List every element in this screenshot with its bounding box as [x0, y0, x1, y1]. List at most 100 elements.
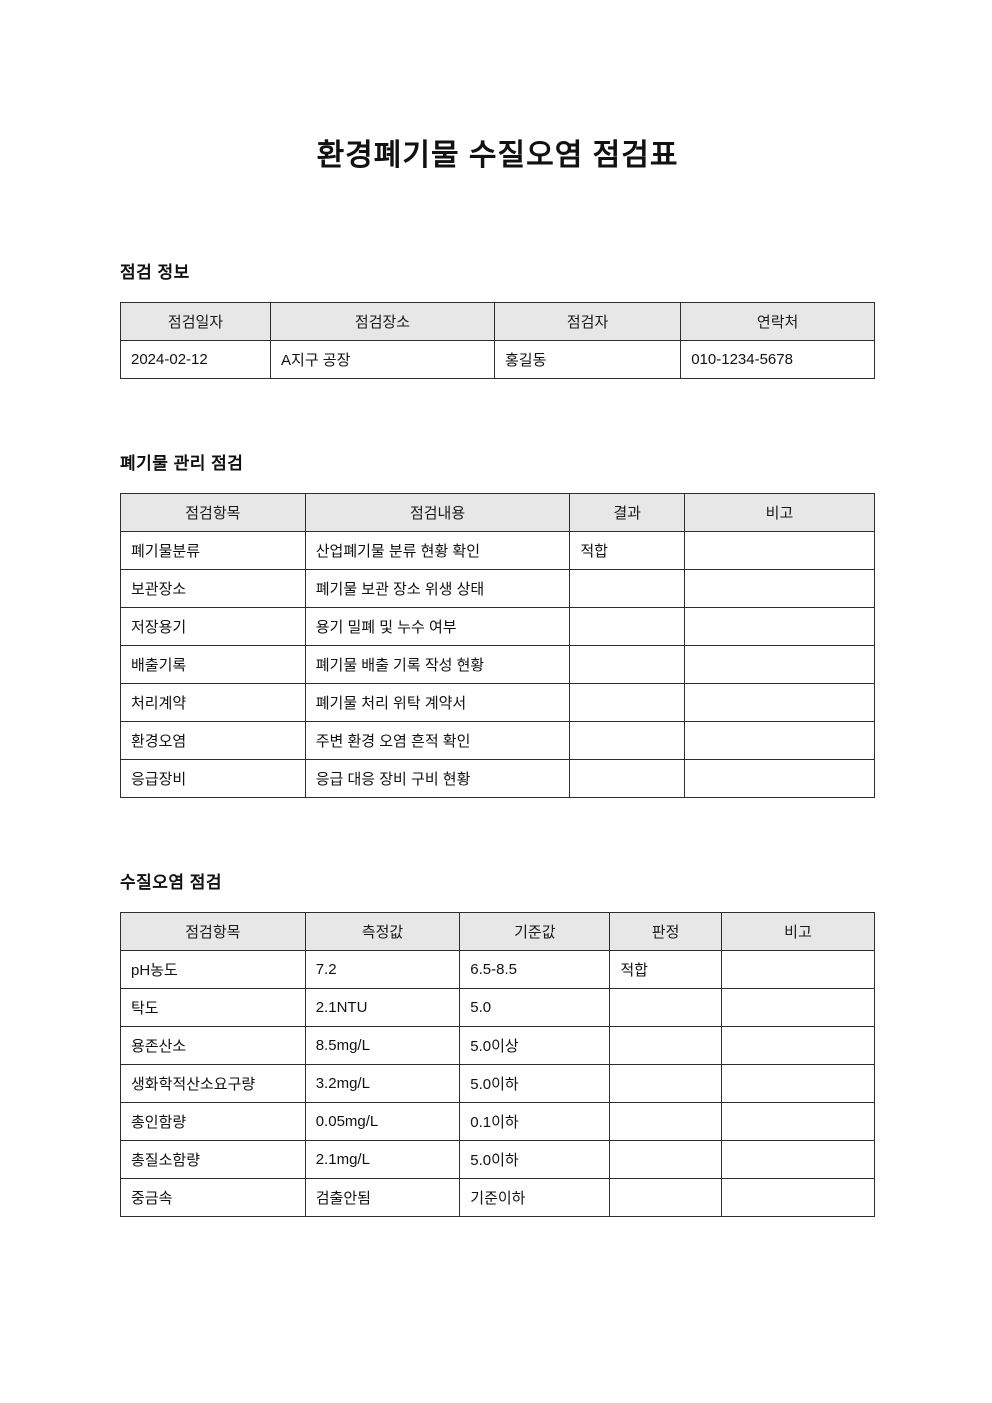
cell-item: 용존산소: [120, 1026, 306, 1065]
table-row: 용존산소 8.5mg/L 5.0이상: [120, 1026, 876, 1065]
column-header-detail: 점검내용: [304, 493, 571, 532]
cell-item: 저장용기: [120, 607, 306, 646]
cell-item: 응급장비: [120, 759, 306, 798]
cell-detail: 폐기물 처리 위탁 계약서: [304, 683, 571, 722]
cell-standard: 5.0이하: [459, 1064, 611, 1103]
waste-management-table: 점검항목 점검내용 결과 비고 폐기물분류 산업폐기물 분류 현황 확인 적합 …: [120, 493, 876, 798]
cell-item: 보관장소: [120, 569, 306, 608]
cell-note: [720, 988, 876, 1027]
inspection-info-table: 점검일자 점검장소 점검자 연락처 2024-02-12 A지구 공장 홍길동 …: [119, 302, 875, 379]
cell-note: [720, 1102, 876, 1141]
cell-item: 배출기록: [120, 645, 306, 684]
table-row: 생화학적산소요구량 3.2mg/L 5.0이하: [120, 1064, 876, 1103]
section-heading-waste-management: 폐기물 관리 점검: [120, 454, 244, 473]
section-heading-inspection-info: 점검 정보: [120, 263, 190, 282]
cell-measured: 0.05mg/L: [304, 1102, 461, 1141]
table-row: 폐기물분류 산업폐기물 분류 현황 확인 적합: [120, 531, 876, 570]
water-pollution-table: 점검항목 측정값 기준값 판정 비고 pH농도 7.2 6.5-8.5 적합 탁…: [120, 912, 876, 1217]
cell-measured: 2.1NTU: [304, 988, 461, 1027]
table-row: 응급장비 응급 대응 장비 구비 현황: [120, 759, 876, 798]
cell-contact-number: 010-1234-5678: [680, 340, 875, 379]
table-row: 중금속 검출안됨 기준이하: [120, 1178, 876, 1217]
cell-inspection-date: 2024-02-12: [119, 340, 272, 379]
cell-item: 처리계약: [120, 683, 306, 722]
cell-item: 총인함량: [120, 1102, 306, 1141]
cell-result: [569, 607, 685, 646]
cell-note: [683, 607, 876, 646]
cell-standard: 6.5-8.5: [459, 950, 611, 989]
cell-item: 생화학적산소요구량: [120, 1064, 306, 1103]
cell-judgement: [609, 988, 722, 1027]
cell-measured: 8.5mg/L: [304, 1026, 461, 1065]
table-row: 2024-02-12 A지구 공장 홍길동 010-1234-5678: [119, 340, 875, 379]
table-row: 배출기록 폐기물 배출 기록 작성 현황: [120, 645, 876, 684]
cell-detail: 폐기물 배출 기록 작성 현황: [304, 645, 571, 684]
cell-detail: 산업폐기물 분류 현황 확인: [304, 531, 571, 570]
cell-judgement: [609, 1140, 722, 1179]
cell-standard: 5.0이상: [459, 1026, 611, 1065]
cell-measured: 2.1mg/L: [304, 1140, 461, 1179]
table-row: 탁도 2.1NTU 5.0: [120, 988, 876, 1027]
cell-standard: 5.0이하: [459, 1140, 611, 1179]
cell-inspection-location: A지구 공장: [270, 340, 495, 379]
cell-result: [569, 721, 685, 760]
table-row: 처리계약 폐기물 처리 위탁 계약서: [120, 683, 876, 722]
cell-item: 총질소함량: [120, 1140, 306, 1179]
cell-judgement: [609, 1026, 722, 1065]
cell-detail: 주변 환경 오염 흔적 확인: [304, 721, 571, 760]
cell-result: [569, 683, 685, 722]
cell-standard: 0.1이하: [459, 1102, 611, 1141]
cell-note: [720, 1140, 876, 1179]
cell-note: [683, 531, 876, 570]
column-header-item: 점검항목: [120, 912, 306, 951]
cell-result: [569, 569, 685, 608]
table-row: pH농도 7.2 6.5-8.5 적합: [120, 950, 876, 989]
table-row: 저장용기 용기 밀폐 및 누수 여부: [120, 607, 876, 646]
cell-item: 폐기물분류: [120, 531, 306, 570]
document-title: 환경폐기물 수질오염 점검표: [316, 139, 679, 172]
section-heading-water-pollution: 수질오염 점검: [120, 873, 223, 892]
cell-measured: 7.2: [304, 950, 461, 989]
cell-standard: 5.0: [459, 988, 611, 1027]
cell-note: [683, 721, 876, 760]
cell-measured: 3.2mg/L: [304, 1064, 461, 1103]
cell-result: [569, 759, 685, 798]
cell-item: pH농도: [120, 950, 306, 989]
cell-note: [683, 569, 876, 608]
cell-note: [720, 1178, 876, 1217]
cell-measured: 검출안됨: [304, 1178, 461, 1217]
column-header-measured: 측정값: [304, 912, 461, 951]
cell-detail: 폐기물 보관 장소 위생 상태: [304, 569, 571, 608]
cell-note: [683, 759, 876, 798]
cell-judgement: [609, 1064, 722, 1103]
column-header-contact: 연락처: [680, 302, 875, 341]
cell-note: [720, 1064, 876, 1103]
document-content: 환경폐기물 수질오염 점검표 점검 정보 점검일자 점검장소 점검자 연락처 2…: [119, 0, 876, 1217]
cell-judgement: [609, 1102, 722, 1141]
table-header-row: 점검항목 측정값 기준값 판정 비고: [120, 912, 876, 951]
cell-detail: 용기 밀폐 및 누수 여부: [304, 607, 571, 646]
column-header-result: 결과: [569, 493, 685, 532]
cell-result: 적합: [569, 531, 685, 570]
cell-note: [683, 683, 876, 722]
column-header-note: 비고: [683, 493, 876, 532]
column-header-standard: 기준값: [459, 912, 611, 951]
column-header-date: 점검일자: [119, 302, 272, 341]
table-header-row: 점검항목 점검내용 결과 비고: [120, 493, 876, 532]
cell-note: [720, 950, 876, 989]
cell-result: [569, 645, 685, 684]
column-header-inspector: 점검자: [493, 302, 682, 341]
table-row: 총질소함량 2.1mg/L 5.0이하: [120, 1140, 876, 1179]
cell-item: 중금속: [120, 1178, 306, 1217]
cell-judgement: 적합: [609, 950, 722, 989]
cell-standard: 기준이하: [459, 1178, 611, 1217]
table-row: 환경오염 주변 환경 오염 흔적 확인: [120, 721, 876, 760]
table-row: 총인함량 0.05mg/L 0.1이하: [120, 1102, 876, 1141]
column-header-note: 비고: [720, 912, 876, 951]
cell-judgement: [609, 1178, 722, 1217]
table-header-row: 점검일자 점검장소 점검자 연락처: [119, 302, 875, 341]
column-header-item: 점검항목: [120, 493, 306, 532]
cell-note: [683, 645, 876, 684]
cell-item: 탁도: [120, 988, 306, 1027]
cell-detail: 응급 대응 장비 구비 현황: [304, 759, 571, 798]
